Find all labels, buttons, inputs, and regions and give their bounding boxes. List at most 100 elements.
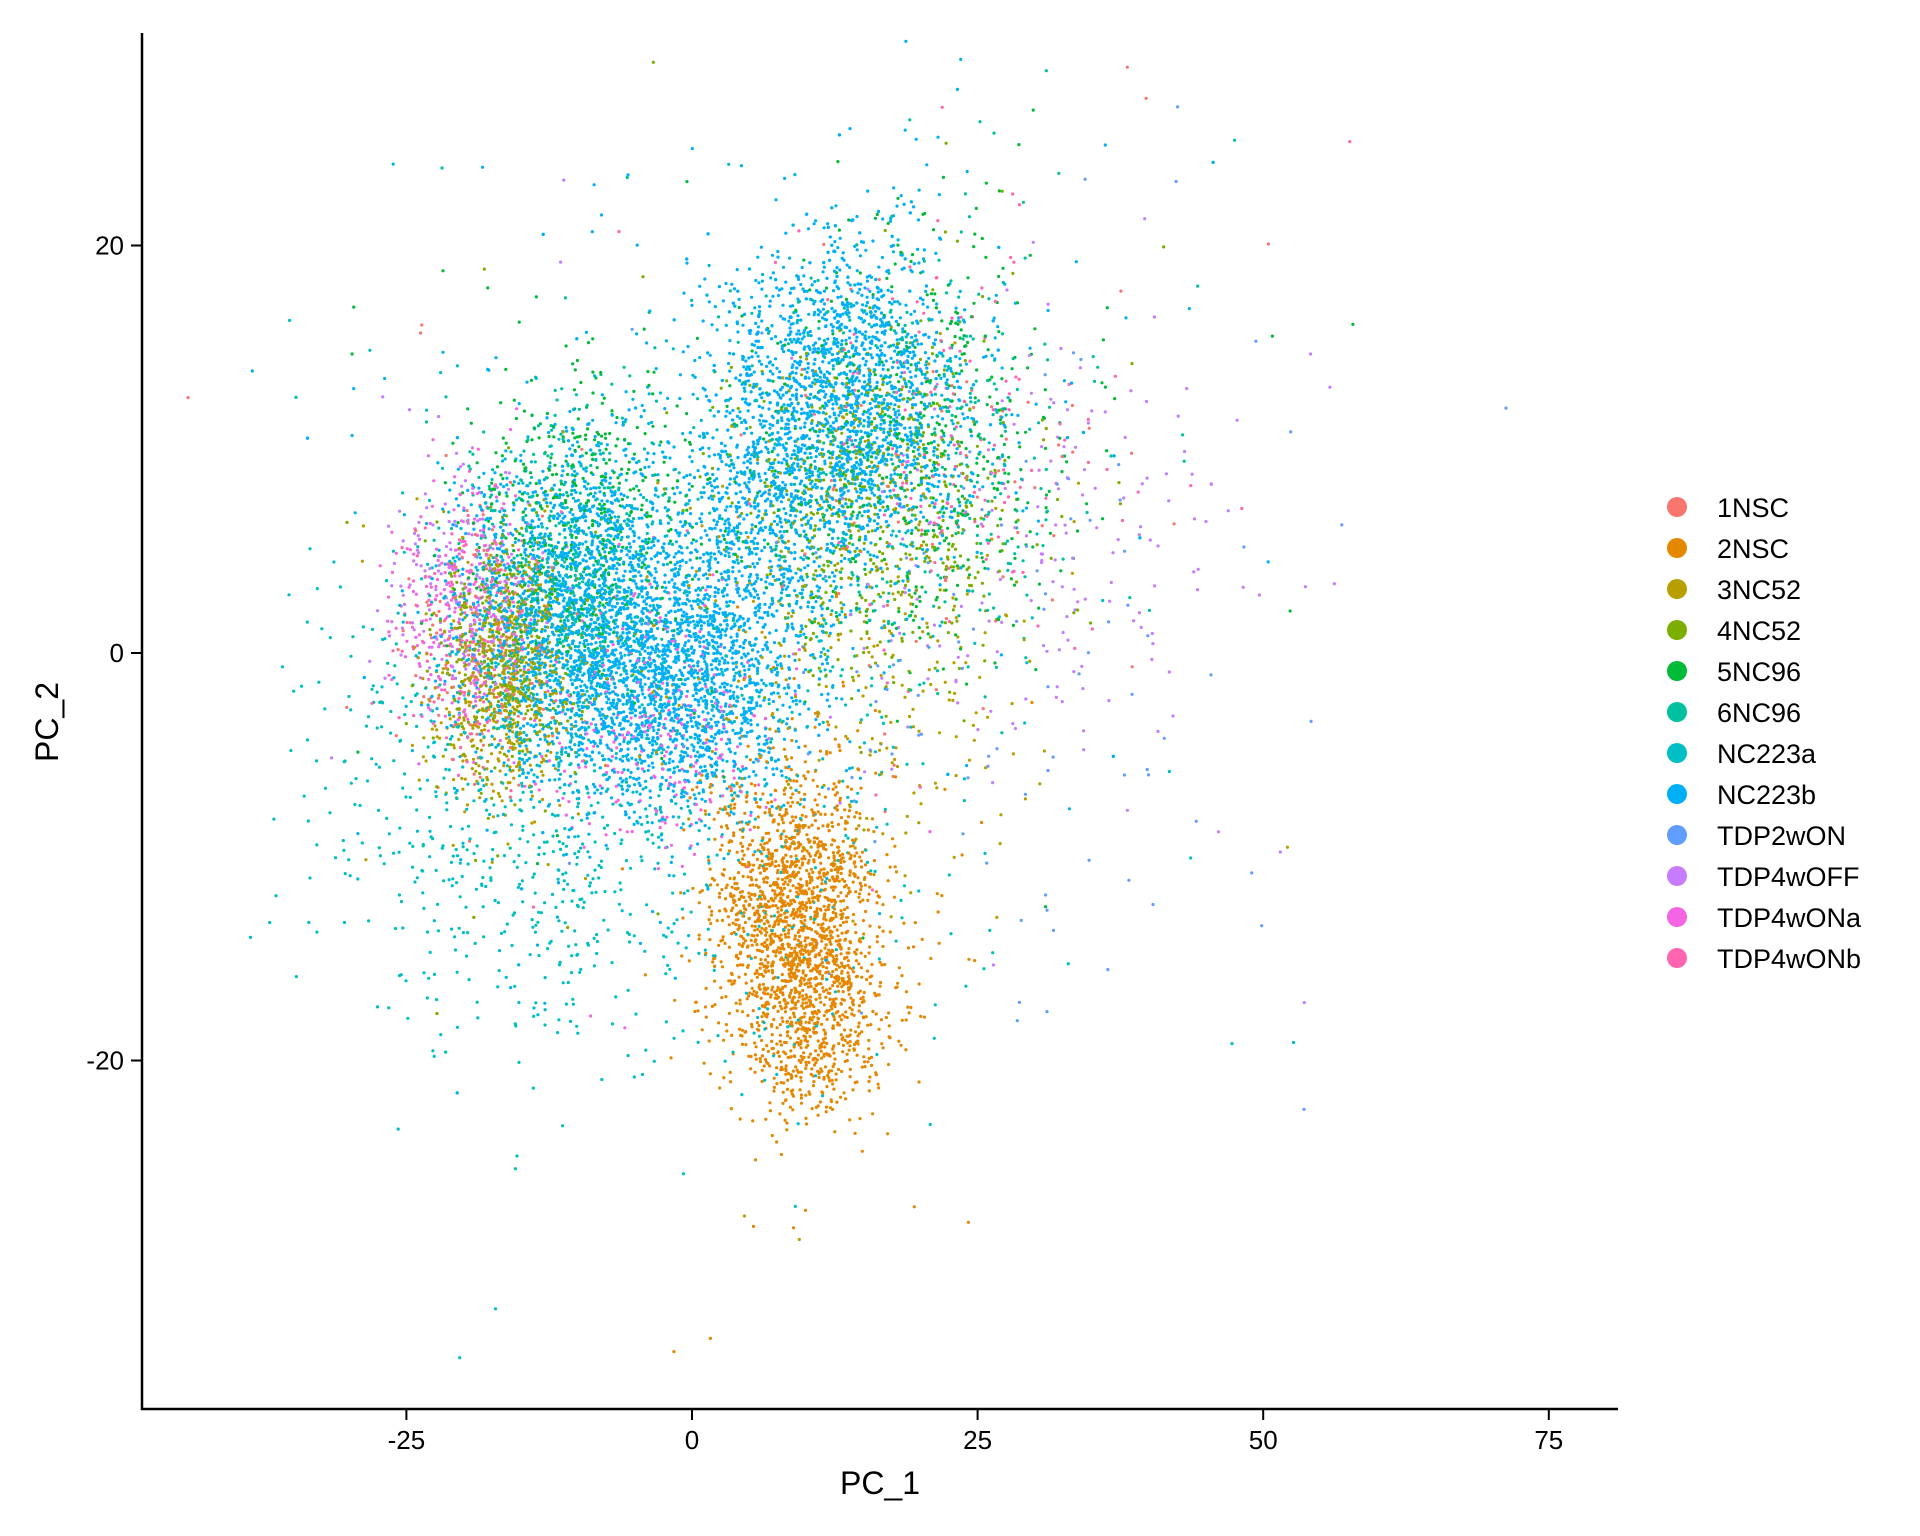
point-5NC96: [603, 507, 607, 511]
point-2NSC: [827, 856, 831, 860]
point-NC223b: [693, 697, 697, 702]
point-4NC52: [931, 288, 935, 292]
point-TDP4wOFF: [423, 492, 427, 496]
point-NC223b: [664, 339, 669, 343]
point-TDP4wONb: [397, 716, 401, 720]
point-NC223b: [782, 575, 786, 579]
point-TDP4wONa: [564, 813, 569, 817]
point-NC223b: [535, 692, 539, 697]
point-TDP4wONb: [803, 393, 808, 397]
point-2NSC: [912, 1205, 916, 1209]
point-NC223b: [787, 604, 792, 608]
point-2NSC: [853, 1131, 857, 1135]
point-NC223b: [688, 455, 692, 459]
point-6NC96: [910, 321, 915, 325]
point-6NC96: [708, 511, 712, 515]
point-2NSC: [831, 888, 835, 892]
point-5NC96: [955, 583, 960, 588]
point-NC223a: [753, 817, 757, 821]
point-4NC52: [815, 556, 819, 560]
point-NC223a: [776, 976, 780, 980]
point-TDP4wOFF: [437, 563, 441, 568]
point-2NSC: [860, 1149, 864, 1153]
point-4NC52: [975, 555, 979, 559]
point-NC223b: [356, 832, 360, 836]
point-5NC96: [635, 425, 639, 430]
point-5NC96: [811, 552, 815, 556]
point-NC223b: [651, 736, 655, 740]
point-3NC52: [786, 611, 791, 615]
point-4NC52: [836, 658, 840, 662]
point-NC223b: [714, 768, 719, 772]
point-5NC96: [529, 378, 534, 382]
point-NC223b: [519, 642, 523, 646]
point-NC223b: [560, 464, 565, 468]
point-TDP4wONb: [1017, 377, 1021, 381]
point-3NC52: [905, 814, 909, 819]
point-5NC96: [1007, 455, 1011, 459]
point-2NSC: [782, 788, 786, 792]
point-NC223b: [575, 337, 579, 341]
point-5NC96: [710, 689, 714, 693]
point-NC223b: [655, 731, 659, 736]
point-5NC96: [578, 434, 582, 438]
point-NC223b: [813, 459, 817, 463]
point-NC223b: [724, 323, 728, 327]
point-NC223b: [706, 232, 710, 236]
point-NC223a: [600, 1077, 604, 1082]
point-NC223b: [902, 202, 906, 206]
point-NC223a: [1291, 1040, 1296, 1045]
point-NC223b: [666, 745, 670, 749]
point-NC223b: [891, 250, 896, 254]
point-2NSC: [759, 957, 763, 962]
point-2NSC: [906, 1005, 910, 1009]
point-TDP4wOFF: [1148, 538, 1152, 542]
point-NC223b: [560, 656, 565, 660]
point-3NC52: [952, 604, 957, 608]
point-2NSC: [751, 853, 756, 857]
point-2NSC: [940, 894, 944, 898]
point-TDP2wON: [1083, 177, 1087, 181]
point-5NC96: [932, 529, 936, 533]
point-4NC52: [951, 608, 956, 612]
point-TDP4wOFF: [926, 677, 930, 681]
point-NC223b: [812, 222, 816, 226]
point-TDP4wOFF: [423, 569, 427, 573]
point-5NC96: [576, 417, 580, 421]
point-NC223b: [571, 443, 575, 447]
point-2NSC: [757, 885, 761, 889]
point-3NC52: [430, 727, 434, 731]
point-TDP4wOFF: [470, 533, 474, 537]
point-6NC96: [1061, 557, 1065, 561]
point-5NC96: [957, 500, 962, 504]
point-NC223b: [593, 491, 597, 495]
point-5NC96: [699, 542, 704, 546]
point-NC223a: [640, 703, 644, 707]
point-TDP2wON: [1242, 545, 1246, 549]
point-NC223b: [737, 569, 741, 573]
point-TDP2wON: [1107, 620, 1111, 624]
point-5NC96: [511, 483, 515, 487]
point-1NSC: [540, 514, 545, 518]
point-NC223a: [399, 900, 404, 904]
point-5NC96: [918, 595, 922, 599]
point-NC223a: [813, 866, 818, 870]
point-TDP4wONb: [466, 513, 470, 518]
point-NC223b: [827, 361, 831, 365]
point-NC223b: [628, 569, 632, 574]
point-3NC52: [553, 767, 558, 771]
point-4NC52: [976, 570, 980, 574]
point-NC223b: [924, 363, 928, 367]
point-4NC52: [1041, 438, 1046, 442]
point-4NC52: [1011, 271, 1015, 275]
point-2NSC: [786, 1034, 790, 1038]
point-4NC52: [540, 627, 544, 631]
point-TDP4wOFF: [1140, 482, 1144, 486]
point-2NSC: [760, 1068, 764, 1072]
point-NC223b: [613, 578, 617, 582]
point-NC223a: [617, 902, 622, 906]
point-NC223a: [365, 779, 370, 783]
point-4NC52: [854, 456, 858, 460]
point-5NC96: [858, 271, 862, 275]
point-4NC52: [858, 610, 862, 614]
